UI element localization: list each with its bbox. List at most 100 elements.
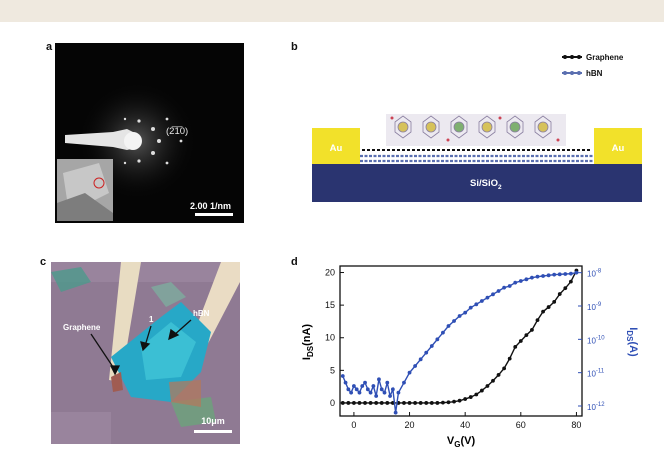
series-log-point (379, 387, 384, 392)
x-axis-label: VG(V) (447, 435, 476, 449)
hbn-label: hBN (193, 309, 210, 318)
scale-bar (194, 430, 232, 433)
series-linear-point (418, 401, 423, 405)
series-linear-point (346, 401, 351, 405)
series-log-point (390, 387, 395, 392)
series-linear-point (474, 392, 479, 397)
series-linear-point (518, 339, 523, 343)
series-linear-point (368, 401, 373, 405)
right-tick-label: 10-10 (587, 335, 605, 345)
panel-label-d: d (291, 256, 298, 268)
series-log-point (429, 344, 434, 348)
device-schematic: Graphene hBN (300, 40, 645, 220)
series-log-point (452, 319, 456, 323)
panel-label-c: c (40, 256, 47, 268)
series-log-point (407, 370, 412, 375)
series-log-point (343, 380, 348, 385)
central-beam (124, 132, 142, 150)
series-log-point (546, 273, 551, 278)
series-linear-point (546, 305, 551, 309)
scale-bar (195, 213, 233, 216)
series-linear-point (340, 401, 345, 405)
graphene-flake (111, 372, 123, 392)
series-linear-point (435, 401, 440, 405)
optical-micrograph-svg: Graphene 1 hBN 10μm (51, 262, 240, 444)
series-log-line (342, 271, 577, 413)
x-tick-label: 80 (571, 420, 581, 430)
panel-label-b: b (291, 41, 298, 53)
diffraction-pattern-svg: (2̅1̅0) 2.00 1/nm (57, 81, 233, 221)
hbn-layer (360, 154, 594, 163)
series-log-point (496, 289, 501, 293)
left-tick-label: 20 (325, 268, 335, 278)
series-log-point (365, 387, 370, 392)
series-linear-point (352, 401, 356, 405)
header-bar (0, 0, 664, 22)
series-log-point (557, 272, 562, 277)
series-log-point (371, 384, 376, 388)
series-log-point (524, 277, 529, 282)
series-log-point (368, 390, 373, 395)
series-linear-point (557, 292, 562, 296)
series-linear-point (463, 397, 468, 401)
series-linear-point (502, 366, 507, 371)
series-log-point (385, 380, 390, 385)
series-log-point (468, 305, 473, 310)
series-linear-point (357, 401, 362, 405)
substrate (312, 164, 642, 202)
series-linear-point (374, 401, 379, 405)
series-log-point (418, 357, 423, 362)
series-linear-point (568, 279, 573, 284)
series-log-point (530, 275, 534, 280)
spot-index-label: (2̅1̅0) (166, 126, 188, 137)
chart-svg: 0 5 10 15 20 10-12 10-11 10-10 10-9 10-8 0 20 40 60… (301, 265, 639, 449)
molecule-layer (386, 114, 566, 146)
inset-grid-edge (57, 193, 113, 221)
series-linear-point (479, 388, 484, 393)
series-linear-point (541, 309, 545, 314)
series-log-point (541, 274, 545, 278)
legend: Graphene hBN (562, 53, 624, 78)
series-log-point (349, 390, 354, 395)
transfer-curve-chart: 0 5 10 15 20 10-12 10-11 10-10 10-9 10-8 0 20 40 60… (290, 252, 650, 450)
graphene-label: Graphene (63, 323, 101, 332)
series-log-point (446, 324, 451, 328)
scale-bar-label: 10μm (201, 416, 225, 426)
series-log-point (360, 384, 365, 388)
plot-frame (339, 265, 583, 417)
series-layer (340, 268, 579, 415)
x-tick-label: 60 (516, 420, 526, 430)
right-tick-label: 10-12 (587, 402, 605, 412)
right-tick-label: 10-9 (587, 302, 602, 312)
optical-micrograph: Graphene 1 hBN 10μm (51, 262, 240, 444)
series-linear-point (363, 401, 367, 405)
series-log-point (363, 380, 367, 385)
beam-stopper (65, 129, 139, 150)
series-linear-point (563, 286, 568, 291)
series-log-point (535, 274, 540, 279)
left-axis: 0 5 10 15 20 (325, 268, 344, 408)
series-linear-point (402, 401, 406, 405)
series-linear-point (452, 399, 456, 404)
series-linear-point (535, 318, 540, 323)
legend-hbn-label: hBN (586, 69, 603, 78)
label-1: 1 (149, 315, 154, 324)
right-axis: 10-12 10-11 10-10 10-9 10-8 (578, 269, 605, 412)
legend-graphene-label: Graphene (586, 53, 624, 62)
x-tick-label: 0 (351, 420, 356, 430)
sample-1-flake (141, 322, 196, 380)
series-linear-point (424, 401, 429, 405)
scale-bar-label: 2.00 1/nm (190, 201, 231, 211)
series-log-point (502, 285, 507, 290)
left-tick-label: 0 (330, 398, 335, 408)
right-electrode (594, 128, 642, 164)
series-log-point (513, 280, 518, 285)
right-electrode-label: Au (612, 143, 625, 154)
series-linear-point (513, 344, 518, 349)
series-log-point (574, 270, 579, 275)
series-linear-point (491, 378, 495, 383)
series-log-point (402, 380, 406, 385)
series-log-point (382, 390, 387, 395)
right-tick-label: 10-11 (587, 369, 605, 379)
right-y-axis-label: IDS(A) (625, 327, 639, 357)
